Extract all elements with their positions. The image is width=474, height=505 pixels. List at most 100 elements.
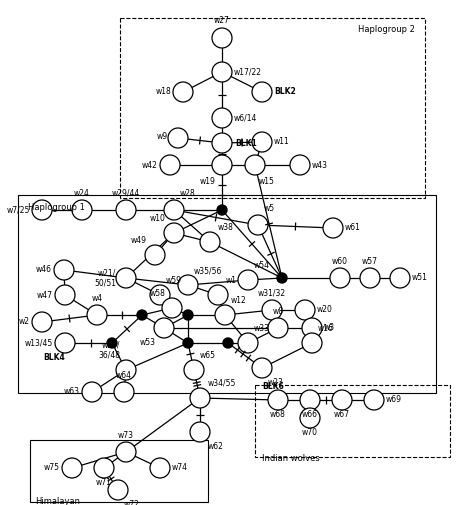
Text: w68: w68 [270, 410, 286, 419]
Circle shape [364, 390, 384, 410]
Text: w26/
36/48: w26/ 36/48 [98, 340, 120, 360]
Text: w47: w47 [37, 290, 53, 299]
Text: w2: w2 [19, 318, 30, 327]
Text: w31/32: w31/32 [258, 289, 286, 298]
Circle shape [238, 270, 258, 290]
Circle shape [32, 200, 52, 220]
Text: w33: w33 [254, 324, 270, 333]
Circle shape [190, 422, 210, 442]
Circle shape [183, 310, 193, 320]
Text: w54: w54 [254, 261, 270, 270]
Text: w67: w67 [334, 410, 350, 419]
Text: w13/45: w13/45 [25, 338, 53, 347]
Circle shape [62, 458, 82, 478]
Circle shape [268, 318, 288, 338]
Text: w51: w51 [412, 274, 428, 282]
Circle shape [160, 155, 180, 175]
Circle shape [82, 382, 102, 402]
Text: w16: w16 [318, 324, 334, 333]
Circle shape [252, 82, 272, 102]
Text: w42: w42 [142, 161, 158, 170]
Circle shape [332, 390, 352, 410]
Text: BLK1: BLK1 [235, 138, 257, 147]
Text: w10: w10 [150, 214, 166, 223]
Circle shape [200, 232, 220, 252]
Circle shape [290, 155, 310, 175]
Circle shape [212, 155, 232, 175]
Circle shape [162, 298, 182, 318]
Text: w38: w38 [218, 223, 234, 232]
Text: w1: w1 [226, 276, 237, 285]
Circle shape [245, 155, 265, 175]
Text: w9: w9 [157, 132, 168, 141]
Circle shape [360, 268, 380, 288]
Text: w63: w63 [64, 387, 80, 396]
Circle shape [323, 218, 343, 238]
Circle shape [300, 390, 320, 410]
Text: w12: w12 [231, 296, 247, 305]
Circle shape [116, 200, 136, 220]
Circle shape [295, 300, 315, 320]
Circle shape [183, 338, 193, 348]
Circle shape [137, 310, 147, 320]
Circle shape [54, 260, 74, 280]
Circle shape [116, 442, 136, 462]
Circle shape [212, 133, 232, 153]
Circle shape [217, 205, 227, 215]
Circle shape [154, 318, 174, 338]
Circle shape [108, 480, 128, 500]
Text: w49: w49 [131, 236, 147, 245]
Circle shape [190, 388, 210, 408]
Text: w7/25: w7/25 [7, 206, 30, 215]
Text: w43: w43 [312, 161, 328, 170]
Text: w62: w62 [208, 442, 224, 451]
Circle shape [212, 62, 232, 82]
Bar [30, 440, 208, 502]
Text: w15: w15 [259, 177, 275, 186]
Circle shape [212, 108, 232, 128]
Text: w69: w69 [386, 395, 402, 405]
Bar [120, 18, 425, 198]
Text: w28: w28 [180, 189, 196, 198]
Circle shape [223, 338, 233, 348]
Text: w11: w11 [274, 137, 290, 146]
Text: w46: w46 [36, 266, 52, 275]
Text: w59: w59 [166, 276, 182, 285]
Circle shape [252, 358, 272, 378]
Circle shape [268, 390, 288, 410]
Circle shape [215, 305, 235, 325]
Bar [255, 385, 450, 457]
Text: w70: w70 [302, 428, 318, 437]
Circle shape [330, 268, 350, 288]
Circle shape [164, 223, 184, 243]
Circle shape [277, 273, 287, 283]
Text: w35/56: w35/56 [194, 266, 222, 275]
Text: w21/
50/51: w21/ 50/51 [94, 268, 116, 288]
Circle shape [116, 268, 136, 288]
Text: w20: w20 [317, 306, 333, 315]
Circle shape [252, 132, 272, 152]
Text: w6/14: w6/14 [234, 114, 257, 123]
Text: w34/55: w34/55 [208, 379, 237, 388]
Text: BLK4: BLK4 [43, 354, 65, 363]
Circle shape [262, 300, 282, 320]
Circle shape [178, 275, 198, 295]
Text: w3: w3 [324, 324, 335, 332]
Circle shape [87, 305, 107, 325]
Circle shape [150, 285, 170, 305]
Circle shape [55, 333, 75, 353]
Text: w61: w61 [345, 224, 361, 232]
Text: w23: w23 [268, 378, 284, 387]
Circle shape [55, 285, 75, 305]
Circle shape [302, 333, 322, 353]
Circle shape [114, 382, 134, 402]
Text: w66: w66 [302, 410, 318, 419]
Bar [18, 195, 436, 393]
Text: w19: w19 [200, 177, 216, 186]
Text: BLK6: BLK6 [262, 382, 284, 391]
Text: w29/44: w29/44 [112, 189, 140, 198]
Circle shape [248, 215, 268, 235]
Circle shape [302, 318, 322, 338]
Circle shape [145, 245, 165, 265]
Text: w18: w18 [155, 87, 171, 96]
